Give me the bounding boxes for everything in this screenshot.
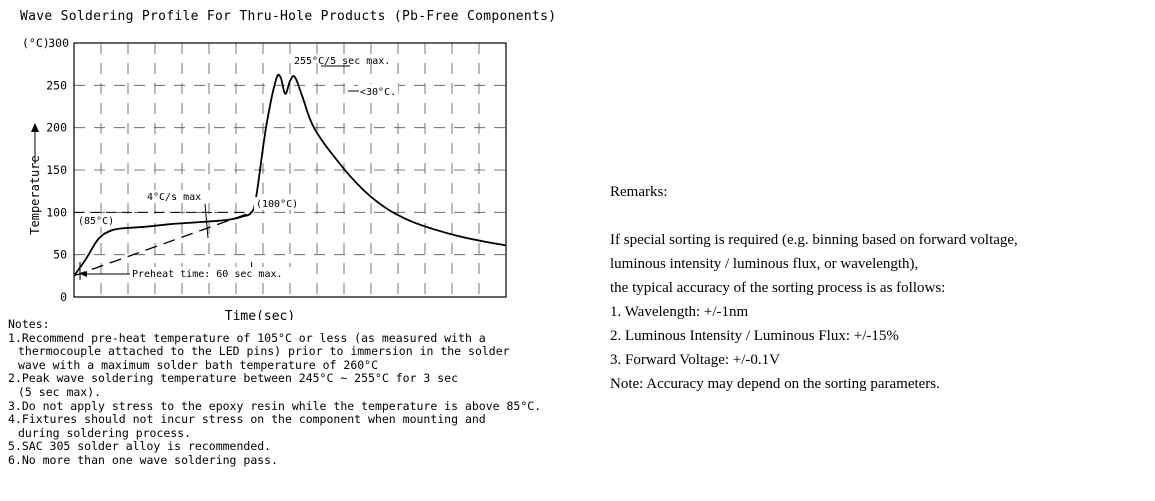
notes-heading: Notes: (8, 317, 50, 331)
y-tick-label: 150 (46, 163, 67, 177)
series-line-dashed (73, 211, 252, 277)
notes-section: Notes: 1.Recommend pre-heat temperature … (8, 317, 598, 468)
annotation-dip: <30°C. (360, 87, 396, 98)
y-tick-label: 100 (46, 205, 67, 219)
note-line: thermocouple attached to the LED pins) p… (18, 344, 510, 359)
y-tick-label: 300 (48, 36, 69, 50)
note-line: wave with a maximum solder bath temperat… (18, 357, 379, 372)
remarks-section: Remarks: If special sorting is required … (610, 180, 1150, 396)
note-line: 5.SAC 305 solder alloy is recommended. (8, 439, 272, 454)
y-axis-arrow-head (31, 123, 39, 132)
y-tick-label: 50 (53, 248, 67, 262)
chart-title: Wave Soldering Profile For Thru-Hole Pro… (20, 9, 557, 24)
y-axis-title: Temperature (28, 155, 42, 234)
annotation-preheat-time: Preheat time: 60 sec max. (132, 269, 283, 280)
annotation-preheat-end: (100°C) (256, 199, 298, 210)
remarks-heading: Remarks: (610, 184, 668, 200)
note-line: 4.Fixtures should not incur stress on th… (8, 412, 486, 427)
ramp-label-bg (145, 190, 213, 203)
series-line-solid (73, 73, 507, 277)
preheat-time-bg (130, 267, 292, 280)
y-tick-label: 250 (46, 78, 67, 92)
remarks-intro: the typical accuracy of the sorting proc… (610, 280, 946, 296)
remarks-note: Note: Accuracy may depend on the sorting… (610, 376, 940, 392)
note-line: 6.No more than one wave soldering pass. (8, 452, 279, 467)
preheat-start-bg (76, 214, 112, 227)
chart-grid (74, 43, 506, 297)
y-axis-title-group: Temperature (28, 155, 42, 234)
note-line: 1.Recommend pre-heat temperature of 105°… (8, 330, 486, 345)
y-tick-labels: 0 50 100 150 200 250 300 (46, 36, 69, 304)
ramp-leader (204, 203, 209, 239)
y-tick-label: 200 (46, 121, 67, 135)
dip-label-bg (358, 84, 398, 97)
annotation-ramp: 4°C/s max (147, 192, 201, 203)
note-line: (5 sec max). (18, 384, 102, 399)
note-line: during soldering process. (18, 425, 192, 440)
note-line: 3.Do not apply stress to the epoxy resin… (8, 398, 542, 413)
remarks-intro: luminous intensity / luminous flux, or w… (610, 256, 919, 272)
remarks-item: 1. Wavelength: +/-1nm (610, 304, 749, 320)
series-layer (73, 73, 507, 277)
preheat-end-bg (254, 197, 296, 210)
plot-frame (73, 42, 507, 298)
y-unit-label: (°C) (22, 36, 50, 50)
remarks-item: 2. Luminous Intensity / Luminous Flux: +… (610, 328, 899, 344)
x-axis-title: Time(sec) (225, 309, 295, 320)
annotation-preheat-start: (85°C) (78, 216, 114, 227)
note-line: 2.Peak wave soldering temperature betwee… (8, 371, 459, 386)
y-tick-label: 0 (60, 290, 67, 304)
remarks-item: 3. Forward Voltage: +/-0.1V (610, 352, 780, 368)
dimension-arrow (80, 271, 87, 277)
annotation-peak: 255°C/5 sec max. (294, 56, 390, 67)
wave-soldering-chart: 0 50 100 150 200 250 300 (°C) Temperature Time… (22, 36, 507, 320)
remarks-intro: If special sorting is required (e.g. bin… (610, 232, 1018, 248)
